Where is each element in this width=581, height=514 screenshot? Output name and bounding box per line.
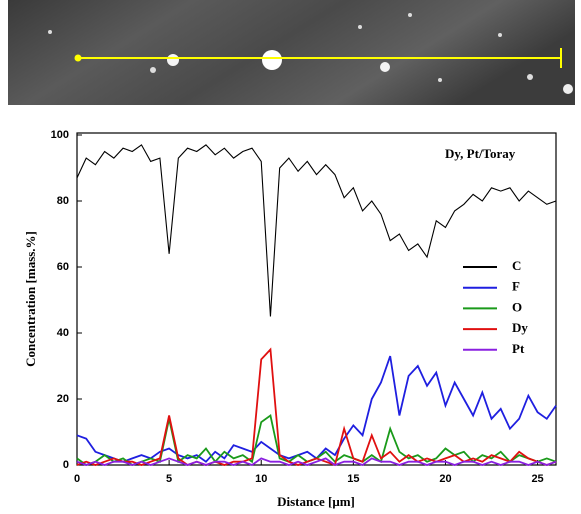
y-tick-label: 0: [63, 459, 69, 471]
y-tick-label: 20: [57, 393, 69, 405]
x-tick-label: 0: [74, 473, 80, 485]
series-line: [76, 144, 557, 317]
series-line: [76, 347, 557, 467]
x-tick-label: 15: [347, 473, 359, 485]
legend-label: C: [512, 258, 521, 273]
legend-label: Dy: [512, 320, 528, 335]
legend-label: F: [512, 279, 520, 294]
y-tick-label: 100: [51, 129, 69, 141]
x-tick-label: 10: [255, 473, 267, 485]
legend-label: O: [512, 299, 522, 314]
legend-label: Pt: [512, 341, 525, 356]
plot-frame: [76, 132, 557, 466]
x-axis-label: Distance [μm]: [277, 494, 355, 509]
sem-image: [8, 0, 575, 105]
x-tick-label: 20: [439, 473, 451, 485]
y-tick-label: 40: [57, 327, 69, 339]
y-tick-label: 60: [57, 261, 69, 273]
x-tick-label: 25: [531, 473, 543, 485]
y-tick-label: 80: [57, 195, 69, 207]
series-line: [76, 457, 557, 467]
x-tick-label: 5: [166, 473, 172, 485]
y-axis-label: Concentration [mass.%]: [23, 231, 38, 367]
series-line: [76, 355, 557, 463]
annotation: Dy, Pt/Toray: [445, 146, 516, 161]
